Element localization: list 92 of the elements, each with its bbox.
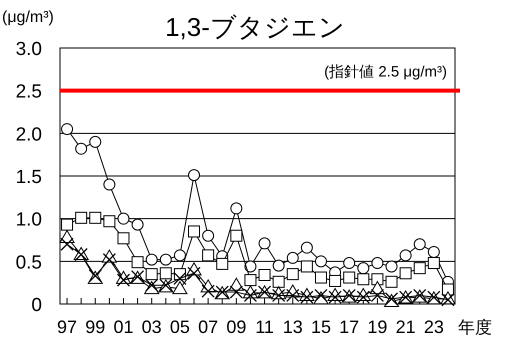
point [103, 178, 116, 191]
point [258, 237, 271, 250]
x-tick-label: 13 [282, 317, 303, 337]
point [160, 267, 172, 280]
point [117, 212, 130, 225]
point [202, 230, 214, 242]
point [173, 272, 187, 286]
y-tick-label: 2.0 [16, 124, 42, 146]
point [356, 290, 370, 304]
point [414, 262, 426, 274]
point [414, 238, 426, 250]
point [188, 225, 200, 238]
point [258, 268, 271, 281]
point [286, 288, 300, 302]
y-tick-label: 0 [31, 295, 42, 316]
point [386, 276, 398, 288]
point [102, 252, 116, 266]
y-tick-label: 1.5 [16, 167, 42, 188]
point [216, 258, 228, 270]
point [428, 257, 440, 270]
point [132, 218, 144, 231]
y-tick-label: 1.0 [16, 210, 42, 231]
x-tick-label: 09 [226, 317, 246, 337]
y-tick-label: 0.5 [16, 252, 42, 274]
x-tick-label: 17 [339, 317, 360, 337]
ref-line-label: (指針値 2.5 μg/m³) [324, 64, 447, 81]
point [61, 123, 74, 136]
x-axis-title: 年度 [458, 318, 492, 337]
point [272, 288, 286, 302]
point [357, 262, 370, 274]
point [314, 272, 327, 284]
point [286, 252, 299, 264]
point [230, 285, 243, 299]
x-tick-label: 05 [170, 317, 190, 337]
point [201, 284, 215, 298]
point [132, 256, 144, 268]
y-tick-label: 2.5 [16, 82, 42, 103]
point [244, 260, 256, 272]
point [343, 272, 356, 284]
point [370, 288, 384, 302]
point [117, 232, 130, 244]
point [357, 273, 370, 286]
x-tick-label: 03 [142, 317, 162, 337]
point [286, 268, 299, 280]
point [300, 242, 313, 254]
point [244, 274, 256, 286]
point [145, 278, 158, 292]
x-tick-label: 97 [57, 317, 78, 337]
point [172, 281, 188, 294]
point [400, 267, 412, 280]
point [187, 266, 201, 280]
point [272, 260, 285, 272]
point [329, 274, 342, 287]
point [400, 249, 412, 262]
x-tick-label: 99 [85, 317, 106, 337]
point [272, 276, 285, 288]
x-tick-label: 19 [367, 317, 388, 337]
point [230, 202, 242, 214]
point [61, 218, 74, 231]
point [371, 257, 384, 270]
point [174, 249, 186, 262]
chart-title: 1,3-ブタジエン [165, 12, 345, 42]
point [328, 290, 342, 304]
point [103, 215, 116, 228]
point [89, 136, 102, 148]
x-tick-label: 11 [255, 317, 274, 337]
point [160, 254, 172, 266]
point [300, 290, 314, 304]
point [75, 142, 88, 155]
y-axis-title: (μg/m³) [2, 9, 54, 26]
point [89, 212, 102, 224]
point [230, 230, 242, 242]
point [116, 273, 130, 287]
point [202, 249, 214, 262]
point [188, 169, 200, 182]
point [146, 268, 158, 280]
point [314, 255, 327, 268]
point [60, 238, 74, 251]
point [75, 212, 88, 224]
point [146, 254, 158, 266]
x-tick-label: 15 [310, 317, 331, 337]
x-tick-label: 21 [396, 317, 416, 337]
y-tick-label: 3.0 [16, 39, 42, 60]
point [428, 246, 440, 258]
point [300, 260, 313, 272]
point [371, 273, 384, 286]
point [244, 288, 258, 302]
x-tick-label: 07 [198, 317, 218, 337]
point [386, 260, 398, 272]
point [343, 257, 356, 270]
x-tick-label: 23 [424, 317, 444, 337]
x-tick-label: 01 [113, 317, 134, 337]
